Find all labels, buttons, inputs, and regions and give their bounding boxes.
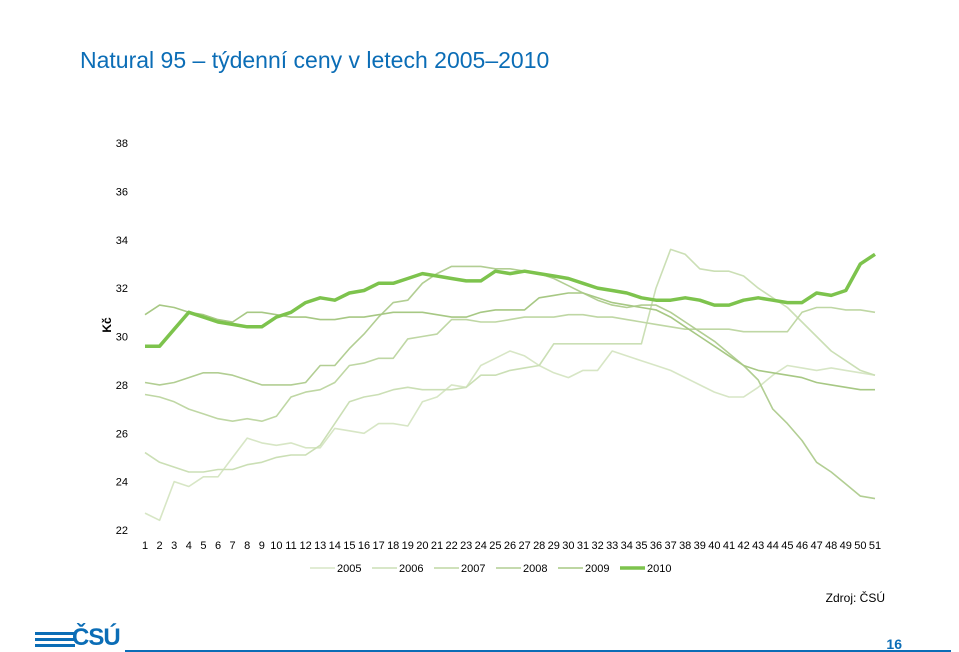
x-tick-label: 34	[621, 540, 633, 552]
x-tick-label: 15	[343, 540, 355, 552]
legend-label-2010: 2010	[647, 563, 671, 575]
x-tick-label: 24	[475, 540, 487, 552]
x-tick-label: 50	[854, 540, 866, 552]
series-line-2008	[144, 265, 876, 500]
x-tick-label: 10	[270, 540, 282, 552]
x-tick-label: 17	[372, 540, 384, 552]
x-tick-label: 21	[431, 540, 443, 552]
x-tick-label: 49	[840, 540, 852, 552]
x-tick-label: 48	[825, 540, 837, 552]
x-tick-label: 4	[186, 540, 192, 552]
x-tick-label: 36	[650, 540, 662, 552]
legend: 2005 2006 2007 2008 2009 2010	[310, 563, 671, 575]
series-line-2006	[144, 248, 876, 473]
x-tick-label: 8	[244, 540, 250, 552]
x-tick-label: 9	[259, 540, 265, 552]
x-tick-label: 27	[518, 540, 530, 552]
x-tick-label: 13	[314, 540, 326, 552]
series-lines	[144, 248, 876, 522]
series-line-2007	[144, 306, 876, 423]
page-title: Natural 95 – týdenní ceny v letech 2005–…	[80, 47, 550, 73]
x-tick-label: 11	[285, 540, 296, 552]
x-tick-label: 25	[489, 540, 501, 552]
y-axis: 22 24 26 28 30 32 34 36 38	[116, 138, 128, 537]
x-tick-label: 20	[416, 540, 428, 552]
series-line-2010	[145, 252, 876, 348]
x-tick-label: 1	[142, 540, 148, 552]
x-tick-label: 30	[562, 540, 574, 552]
x-tick-label: 16	[358, 540, 370, 552]
y-tick-label: 32	[116, 283, 128, 295]
x-tick-label: 39	[694, 540, 706, 552]
x-tick-label: 44	[767, 540, 779, 552]
x-tick-label: 42	[737, 540, 749, 552]
logo-text: ČSÚ	[72, 624, 121, 651]
x-tick-label: 33	[606, 540, 618, 552]
x-tick-label: 40	[708, 540, 720, 552]
y-tick-label: 22	[116, 525, 128, 537]
x-tick-label: 19	[402, 540, 414, 552]
x-axis: 1 2 3 4 5 6 7 8 9 10 11 12 13 14 15 16 17 18 19 20 21 22 23 24 2…	[142, 540, 881, 552]
x-tick-label: 35	[635, 540, 647, 552]
x-tick-label: 31	[577, 540, 589, 552]
x-tick-label: 14	[329, 540, 341, 552]
bottom-rule	[125, 650, 951, 652]
x-tick-label: 47	[810, 540, 822, 552]
y-tick-label: 28	[116, 380, 128, 392]
x-tick-label: 51	[869, 540, 881, 552]
x-tick-label: 43	[752, 540, 764, 552]
x-tick-label: 29	[548, 540, 560, 552]
legend-label-2005: 2005	[337, 563, 361, 575]
legend-label-2006: 2006	[399, 563, 423, 575]
legend-label-2008: 2008	[523, 563, 547, 575]
y-axis-label: Kč	[100, 317, 114, 333]
legend-label-2007: 2007	[461, 563, 485, 575]
y-tick-label: 34	[116, 235, 128, 247]
x-tick-label: 12	[299, 540, 311, 552]
x-tick-label: 6	[215, 540, 221, 552]
x-tick-label: 28	[533, 540, 545, 552]
y-tick-label: 30	[116, 332, 128, 344]
y-tick-label: 36	[116, 186, 128, 198]
source-note: Zdroj: ČSÚ	[825, 591, 885, 605]
y-tick-label: 38	[116, 138, 128, 150]
x-tick-label: 18	[387, 540, 399, 552]
x-tick-label: 23	[460, 540, 472, 552]
x-tick-label: 46	[796, 540, 808, 552]
x-tick-label: 38	[679, 540, 691, 552]
page-number: 16	[886, 636, 902, 652]
x-tick-label: 26	[504, 540, 516, 552]
x-tick-label: 2	[157, 540, 163, 552]
x-tick-label: 3	[171, 540, 177, 552]
csu-logo: ČSÚ	[35, 624, 125, 652]
series-line-2009	[144, 292, 875, 391]
series-line-2005	[144, 350, 876, 522]
x-tick-label: 45	[781, 540, 793, 552]
x-tick-label: 37	[664, 540, 676, 552]
x-tick-label: 22	[445, 540, 457, 552]
legend-label-2009: 2009	[585, 563, 609, 575]
x-tick-label: 7	[230, 540, 236, 552]
logo-bars-icon	[35, 632, 75, 650]
x-tick-label: 5	[200, 540, 206, 552]
x-tick-label: 41	[723, 540, 735, 552]
y-tick-label: 26	[116, 428, 128, 440]
x-tick-label: 32	[591, 540, 603, 552]
y-tick-label: 24	[116, 477, 128, 489]
